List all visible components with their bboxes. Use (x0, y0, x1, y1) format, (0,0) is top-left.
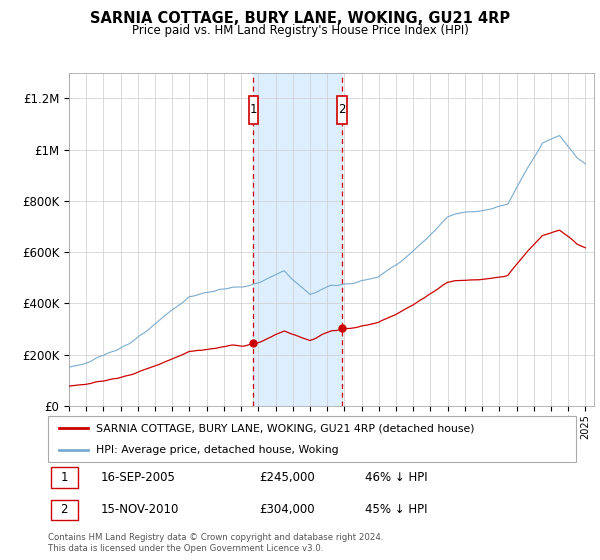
Text: 15-NOV-2010: 15-NOV-2010 (101, 503, 179, 516)
Text: Price paid vs. HM Land Registry's House Price Index (HPI): Price paid vs. HM Land Registry's House … (131, 24, 469, 36)
Text: £245,000: £245,000 (259, 471, 315, 484)
Text: 1: 1 (250, 104, 257, 116)
Text: 16-SEP-2005: 16-SEP-2005 (101, 471, 176, 484)
Text: 2: 2 (61, 503, 68, 516)
Text: 46% ↓ HPI: 46% ↓ HPI (365, 471, 427, 484)
Text: HPI: Average price, detached house, Woking: HPI: Average price, detached house, Woki… (95, 445, 338, 455)
FancyBboxPatch shape (50, 468, 78, 488)
Text: Contains HM Land Registry data © Crown copyright and database right 2024.
This d: Contains HM Land Registry data © Crown c… (48, 533, 383, 553)
Text: 1: 1 (61, 471, 68, 484)
Text: SARNIA COTTAGE, BURY LANE, WOKING, GU21 4RP: SARNIA COTTAGE, BURY LANE, WOKING, GU21 … (90, 11, 510, 26)
Text: 45% ↓ HPI: 45% ↓ HPI (365, 503, 427, 516)
FancyBboxPatch shape (50, 500, 78, 520)
FancyBboxPatch shape (248, 96, 258, 124)
FancyBboxPatch shape (337, 96, 347, 124)
FancyBboxPatch shape (48, 416, 576, 462)
Text: 2: 2 (338, 104, 346, 116)
Bar (253, 73, 342, 406)
Text: £304,000: £304,000 (259, 503, 315, 516)
Text: SARNIA COTTAGE, BURY LANE, WOKING, GU21 4RP (detached house): SARNIA COTTAGE, BURY LANE, WOKING, GU21 … (95, 423, 474, 433)
